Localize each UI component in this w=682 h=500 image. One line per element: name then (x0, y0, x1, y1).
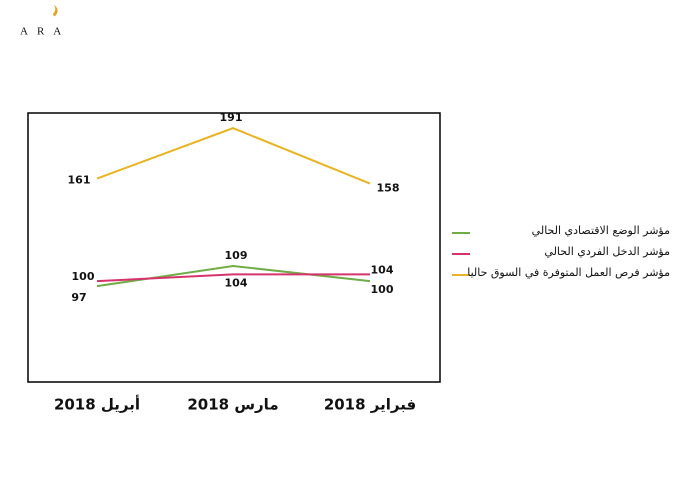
series-line (96, 273, 370, 283)
logo-flame (53, 5, 58, 17)
value-label: 158 (377, 182, 400, 195)
value-label: 100 (72, 270, 95, 283)
series-line (96, 127, 371, 185)
value-label: 109 (225, 249, 248, 262)
plot-frame (27, 112, 441, 383)
x-tick-label: مارس 2018 (187, 396, 278, 414)
value-label: 97 (71, 291, 86, 304)
legend-label: مؤشر الدخل الفردي الحالي (544, 245, 670, 258)
value-label: 191 (220, 111, 243, 124)
value-label: 104 (371, 263, 394, 276)
legend-label: مؤشر الوضع الاقتصادي الحالي (532, 224, 670, 237)
x-tick-label: فبراير 2018 (324, 396, 416, 414)
value-label: 161 (68, 174, 91, 187)
value-label: 100 (371, 283, 394, 296)
legend-label: مؤشر فرص العمل المتوفرة في السوق حاليا (467, 266, 670, 279)
x-tick-label: أبريل 2018 (54, 395, 140, 414)
logo: ARA (20, 26, 70, 38)
value-label: 104 (225, 276, 248, 289)
